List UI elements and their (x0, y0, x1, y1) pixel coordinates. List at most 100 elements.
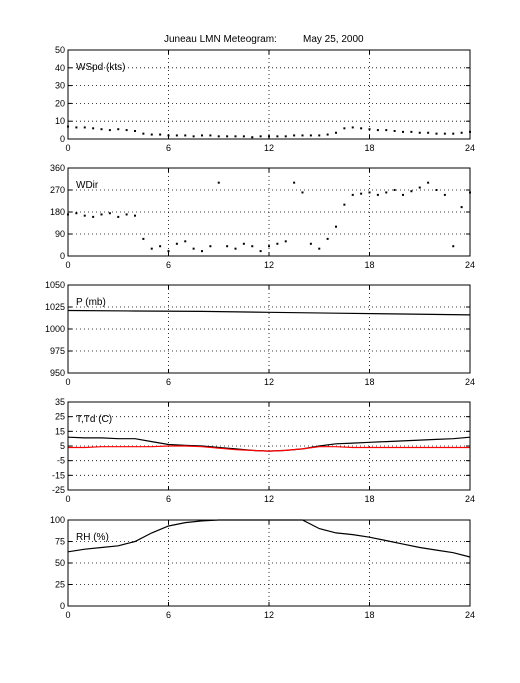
x-tick-label: 24 (465, 494, 475, 504)
y-tick-label: 40 (55, 63, 65, 73)
y-tick-label: 10 (55, 116, 65, 126)
y-tick-label: 950 (50, 368, 65, 378)
series-0-point (209, 134, 212, 137)
series-0-point (201, 250, 203, 253)
series-0-point (301, 134, 304, 137)
x-tick-label: 18 (364, 494, 374, 504)
series-0-point (251, 245, 254, 248)
series-0-point (134, 129, 136, 132)
series-0-point (92, 215, 95, 218)
series-0-point (259, 250, 262, 253)
series-0-point (284, 240, 287, 243)
panel-1: 0 6 12 18 24 0 90 180 270 360 WDir (50, 163, 475, 270)
y-tick-label: 180 (50, 207, 65, 217)
series-0-point (217, 181, 220, 184)
series-0-point (351, 193, 354, 196)
series-0-point (276, 135, 279, 138)
x-tick-label: 18 (364, 143, 374, 153)
series-0-point (452, 132, 455, 135)
series-0-point (410, 190, 413, 193)
y-tick-label: -15 (52, 470, 65, 480)
series-0-point (427, 181, 430, 184)
series-0-point (251, 136, 254, 139)
series-0-point (335, 131, 337, 134)
series-0-point (351, 126, 354, 129)
series-0-point (117, 215, 120, 218)
y-tick-label: 0 (60, 134, 65, 144)
series-0-point (393, 189, 396, 191)
series-0-point (335, 225, 337, 228)
series-0-point (268, 245, 270, 248)
x-tick-label: 0 (65, 494, 70, 504)
series-0-point (83, 126, 86, 129)
panel-label: P (mb) (76, 297, 106, 308)
series-0-point (125, 213, 128, 216)
series-0-point (150, 247, 153, 250)
series-0-point (360, 192, 363, 195)
series-0-point (326, 237, 329, 240)
series-0-point (242, 135, 245, 138)
series-0-point (368, 191, 371, 194)
series-0-point (234, 135, 237, 138)
x-tick-label: 12 (264, 260, 274, 270)
series-0-point (460, 206, 463, 209)
series-0-point (418, 131, 421, 134)
y-tick-label: 90 (55, 229, 65, 239)
series-0-point (385, 129, 388, 132)
series-0-point (276, 242, 279, 245)
series-0-point (402, 130, 404, 133)
series-0-point (293, 134, 296, 137)
series-0-point (108, 212, 111, 215)
y-tick-label: 75 (55, 537, 65, 547)
y-tick-label: 975 (50, 346, 65, 356)
panel-label: RH (%) (76, 532, 109, 543)
series-0-point (402, 193, 404, 196)
panel-label: T,Td (C) (76, 414, 112, 425)
series-0-point (443, 193, 446, 196)
x-tick-label: 0 (65, 377, 70, 387)
series-0-point (301, 191, 304, 194)
x-tick-label: 6 (166, 143, 171, 153)
series-0-point (452, 245, 455, 248)
series-0-point (100, 213, 103, 216)
x-tick-label: 24 (465, 610, 475, 620)
series-0-point (75, 212, 78, 215)
series-0-point (142, 237, 145, 240)
series-0-point (142, 132, 145, 135)
series-0-point (167, 250, 170, 253)
series-0-point (309, 242, 312, 245)
series-0-point (443, 132, 446, 135)
y-tick-label: 50 (55, 45, 65, 55)
y-tick-label: 1025 (45, 302, 65, 312)
x-tick-label: 12 (264, 143, 274, 153)
y-tick-label: 0 (60, 601, 65, 611)
x-tick-label: 6 (166, 610, 171, 620)
series-0-point (242, 242, 245, 245)
x-tick-label: 24 (465, 143, 475, 153)
x-tick-label: 24 (465, 377, 475, 387)
x-tick-label: 6 (166, 260, 171, 270)
y-tick-label: 20 (55, 98, 65, 108)
panel-0: 0 6 12 18 24 0 10 20 30 40 50 WSpd (kts) (55, 45, 475, 153)
y-tick-label: -25 (52, 485, 65, 495)
x-tick-label: 0 (65, 260, 70, 270)
panel-2: 0 6 12 18 24 950 975 1000 1025 1050 P (mb) (45, 280, 475, 387)
series-0-point (460, 131, 463, 134)
series-0-point (393, 129, 396, 132)
series-0-point (226, 135, 229, 138)
series-0-point (410, 130, 413, 133)
y-tick-label: 50 (55, 558, 65, 568)
series-0-point (360, 127, 363, 130)
series-1-line (68, 445, 470, 452)
title-station: Juneau LMN Meteogram: (164, 34, 277, 45)
series-0-point (368, 128, 371, 131)
x-tick-label: 0 (65, 610, 70, 620)
series-0-point (175, 242, 178, 245)
series-0-point (326, 133, 329, 136)
series-0-point (184, 240, 187, 243)
series-0-point (83, 214, 86, 217)
y-tick-label: 5 (60, 441, 65, 451)
y-tick-label: 270 (50, 185, 65, 195)
